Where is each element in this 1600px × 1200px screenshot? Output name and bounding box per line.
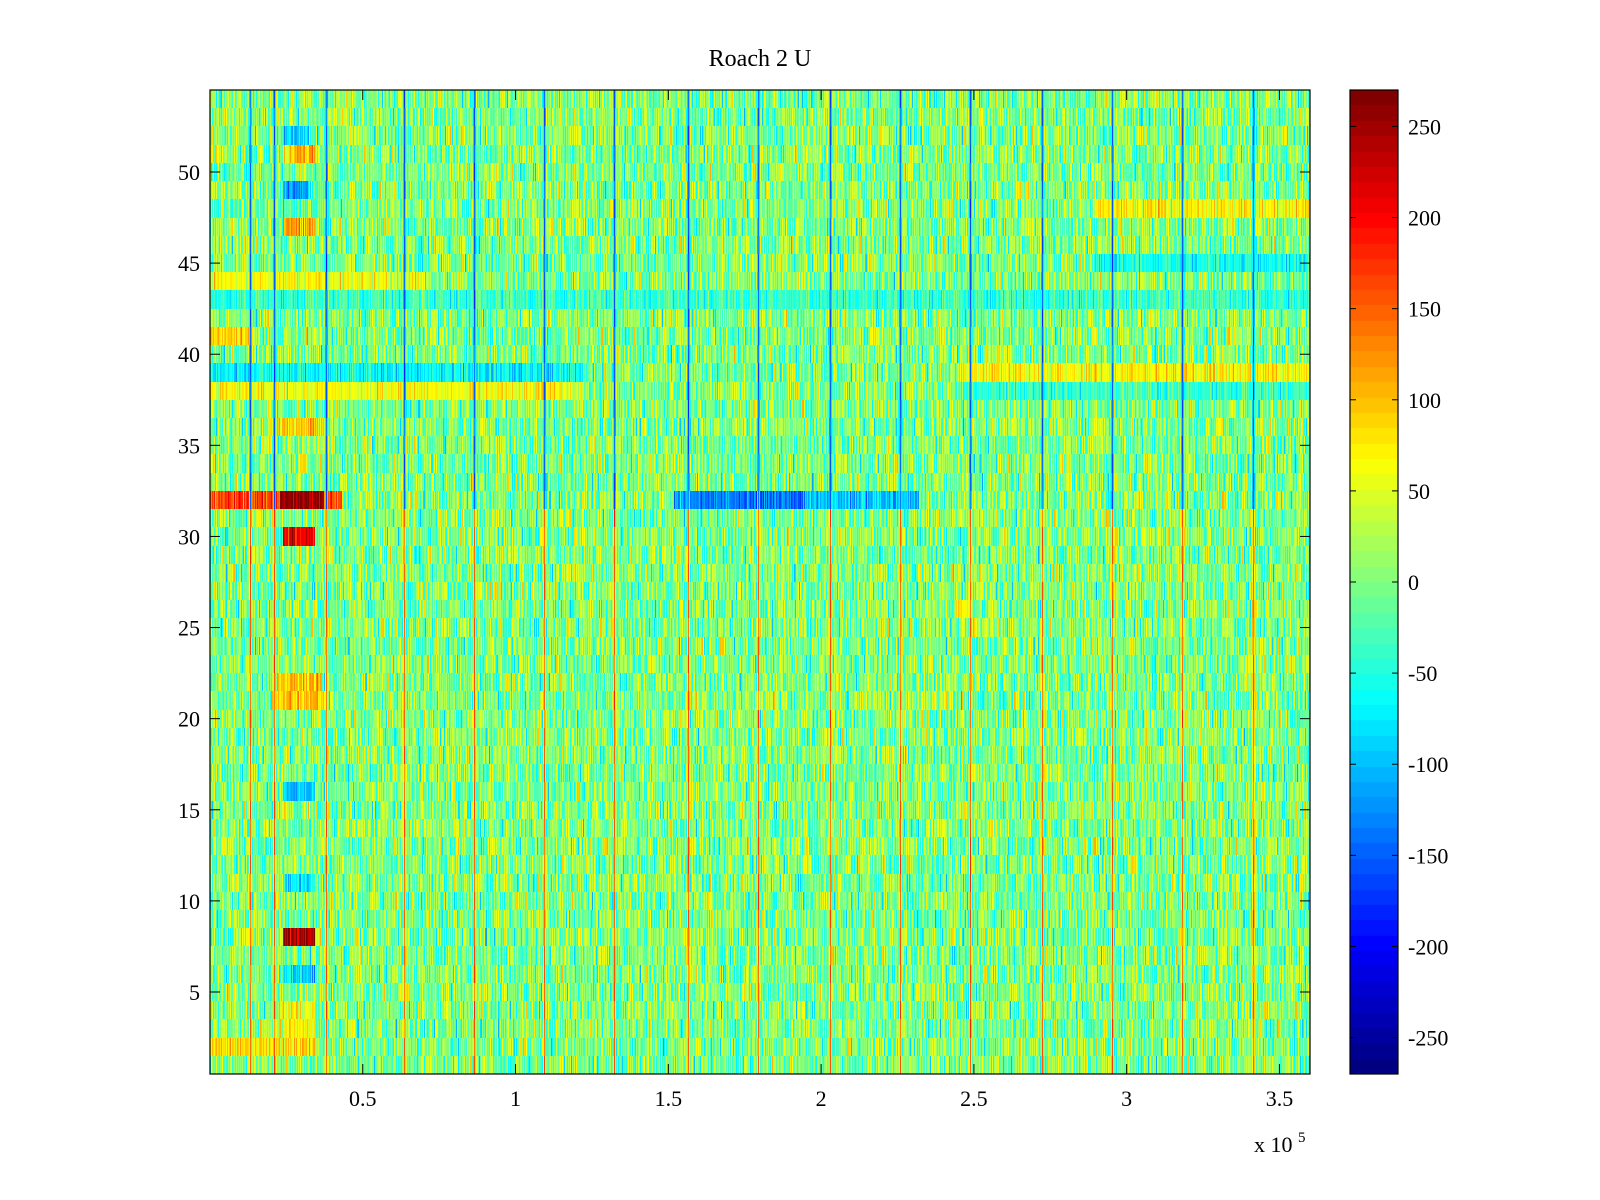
y-tick-label: 30 [178,524,200,549]
x-tick-label: 0.5 [349,1086,377,1111]
colorbar-gradient [1350,90,1398,1074]
colorbar-tick-label: 0 [1408,570,1419,595]
colorbar-tick-label: -100 [1408,752,1448,777]
y-tick-label: 40 [178,342,200,367]
colorbar-tick-label: 200 [1408,206,1441,231]
y-tick-label: 50 [178,160,200,185]
y-axis: 5 10 15 20 25 30 35 40 45 50 [178,160,1310,1005]
chart-title: Roach 2 U [709,46,812,72]
x-axis: 0.5 1 1.5 2 2.5 3 3.5 [349,90,1293,1111]
y-tick-label: 20 [178,707,200,732]
plot-frame [209,89,1311,1075]
colorbar-tick-label: -150 [1408,843,1448,868]
y-tick-label: 5 [189,980,200,1005]
colorbar-tick-label: 50 [1408,479,1430,504]
colorbar-frame [1349,89,1399,1075]
x-tick-label: 2 [816,1086,827,1111]
colorbar-tick-label: -50 [1408,661,1437,686]
x-tick-label: 1 [510,1086,521,1111]
y-tick-label: 10 [178,889,200,914]
x-axis-exponent: x 10 5 [1254,1130,1306,1157]
x-tick-label: 1.5 [655,1086,683,1111]
y-tick-label: 15 [178,798,200,823]
colorbar-tick-label: -200 [1408,934,1448,959]
x-exponent-power: 5 [1298,1130,1306,1146]
y-tick-label: 45 [178,251,200,276]
heatmap-image [210,90,1310,1074]
colorbar-axis: 250 200 150 100 50 0 -50 -100 -150 -200 -250 [1350,114,1448,1051]
x-tick-label: 2.5 [960,1086,988,1111]
colorbar-tick-label: 250 [1408,114,1441,139]
x-exponent-base: x 10 [1254,1132,1293,1157]
y-tick-label: 35 [178,433,200,458]
colorbar-tick-label: -250 [1408,1026,1448,1051]
x-tick-label: 3 [1121,1086,1132,1111]
x-tick-label: 3.5 [1266,1086,1294,1111]
colorbar-tick-label: 100 [1408,388,1441,413]
colorbar-tick-label: 150 [1408,297,1441,322]
y-tick-label: 25 [178,616,200,641]
